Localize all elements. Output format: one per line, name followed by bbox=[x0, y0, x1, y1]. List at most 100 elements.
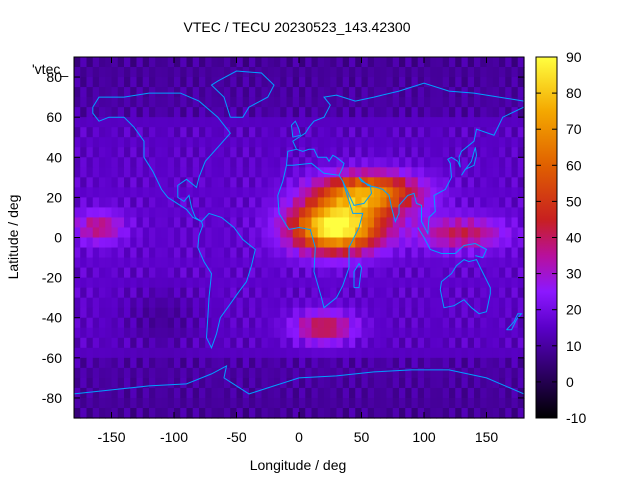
heat-cell bbox=[336, 67, 344, 78]
heat-cell bbox=[349, 297, 356, 309]
heat-cell bbox=[424, 107, 431, 118]
heat-cell bbox=[355, 137, 363, 148]
heat-cell bbox=[449, 167, 456, 178]
heat-cell bbox=[211, 147, 219, 158]
heat-cell bbox=[505, 257, 513, 269]
heat-cell bbox=[130, 227, 138, 239]
heat-cell bbox=[299, 137, 306, 148]
heat-cell bbox=[299, 237, 306, 249]
heat-cell bbox=[180, 397, 188, 409]
heat-cell bbox=[161, 217, 169, 229]
heat-cell bbox=[474, 177, 481, 188]
heat-cell bbox=[386, 197, 394, 209]
heat-cell bbox=[280, 277, 288, 289]
heat-cell bbox=[261, 227, 269, 239]
heat-cell bbox=[405, 207, 413, 219]
heat-cell bbox=[80, 77, 88, 88]
heat-cell bbox=[205, 217, 213, 229]
heat-cell bbox=[205, 267, 213, 279]
heat-cell bbox=[349, 277, 356, 289]
heat-cell bbox=[336, 187, 344, 198]
heat-cell bbox=[117, 307, 125, 319]
heat-cell bbox=[317, 57, 325, 68]
heat-cell bbox=[242, 257, 250, 269]
heat-cell bbox=[505, 177, 513, 188]
heat-cell bbox=[324, 137, 331, 148]
heat-cell bbox=[474, 167, 481, 178]
heat-cell bbox=[467, 267, 475, 279]
heat-cell bbox=[474, 127, 481, 138]
heat-cell bbox=[480, 167, 488, 178]
heat-cell bbox=[336, 147, 344, 158]
heat-cell bbox=[299, 97, 306, 108]
heat-cell bbox=[274, 217, 281, 229]
heat-cell bbox=[367, 67, 375, 78]
heat-cell bbox=[367, 137, 375, 148]
heat-cell bbox=[355, 157, 363, 168]
heat-cell bbox=[330, 347, 338, 359]
heat-cell bbox=[399, 367, 406, 379]
heat-cell bbox=[99, 97, 106, 108]
heat-cell bbox=[155, 287, 163, 299]
heat-cell bbox=[130, 337, 138, 349]
heat-cell bbox=[142, 57, 150, 68]
heat-cell bbox=[461, 247, 469, 259]
heat-cell bbox=[305, 87, 313, 98]
heat-cell bbox=[130, 197, 138, 209]
heat-cell bbox=[461, 357, 469, 369]
heat-cell bbox=[405, 147, 413, 158]
heat-cell bbox=[267, 257, 275, 269]
heat-cell bbox=[349, 187, 356, 198]
heat-cell bbox=[155, 267, 163, 279]
heat-cell bbox=[505, 217, 513, 229]
heat-cell bbox=[374, 87, 381, 98]
heat-cell bbox=[161, 327, 169, 339]
heat-cell bbox=[192, 107, 200, 118]
heat-cell bbox=[399, 137, 406, 148]
heat-cell bbox=[386, 167, 394, 178]
heat-cell bbox=[424, 127, 431, 138]
heat-cell bbox=[261, 287, 269, 299]
heat-cell bbox=[399, 157, 406, 168]
heat-cell bbox=[155, 187, 163, 198]
heat-cell bbox=[324, 67, 331, 78]
heatmap-cells bbox=[74, 57, 525, 419]
heat-cell bbox=[461, 207, 469, 219]
heat-cell bbox=[174, 97, 181, 108]
heat-cell bbox=[436, 237, 444, 249]
heat-cell bbox=[324, 297, 331, 309]
heat-cell bbox=[324, 307, 331, 319]
heat-cell bbox=[274, 337, 281, 349]
heat-cell bbox=[492, 127, 500, 138]
heat-cell bbox=[492, 277, 500, 289]
heat-cell bbox=[480, 227, 488, 239]
heat-cell bbox=[380, 67, 388, 78]
heat-cell bbox=[480, 97, 488, 108]
heat-cell bbox=[142, 397, 150, 409]
heat-cell bbox=[167, 237, 175, 249]
heat-cell bbox=[436, 57, 444, 68]
heat-cell bbox=[436, 377, 444, 389]
heat-cell bbox=[280, 247, 288, 259]
heat-cell bbox=[467, 77, 475, 88]
heat-cell bbox=[274, 147, 281, 158]
heat-cell bbox=[311, 87, 319, 98]
heat-cell bbox=[330, 117, 338, 128]
heat-cell bbox=[149, 397, 156, 409]
heat-cell bbox=[317, 137, 325, 148]
heat-cell bbox=[392, 137, 400, 148]
heat-cell bbox=[480, 177, 488, 188]
heat-cell bbox=[99, 267, 106, 279]
heat-cell bbox=[361, 117, 369, 128]
heat-cell bbox=[224, 237, 231, 249]
heat-cell bbox=[192, 357, 200, 369]
heat-cell bbox=[430, 407, 438, 419]
heat-cell bbox=[486, 267, 494, 279]
heat-cell bbox=[336, 297, 344, 309]
heat-cell bbox=[111, 347, 119, 359]
heat-cell bbox=[349, 287, 356, 299]
heat-cell bbox=[111, 57, 119, 68]
heat-cell bbox=[161, 97, 169, 108]
heat-cell bbox=[86, 137, 94, 148]
